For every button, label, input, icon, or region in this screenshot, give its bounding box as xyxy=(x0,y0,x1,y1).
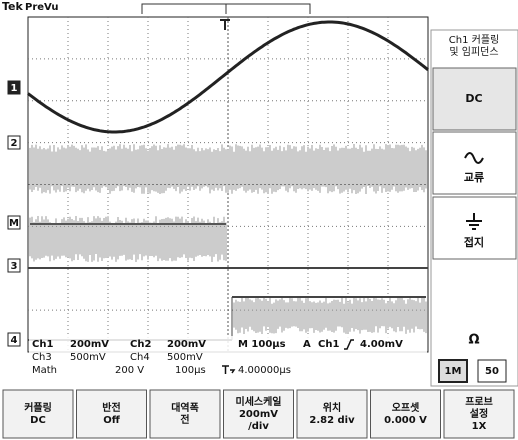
readout-text: Ch3 xyxy=(32,352,52,363)
readout-text: M 100µs xyxy=(238,339,286,350)
bottom-button-label: 반전 xyxy=(102,401,120,414)
side-button[interactable] xyxy=(433,132,516,194)
bottom-button[interactable] xyxy=(297,390,367,438)
bottom-button-label: 커플링 xyxy=(24,401,52,414)
side-menu-title: 및 임피던스 xyxy=(449,45,498,58)
bottom-button-label: 2.82 div xyxy=(309,415,355,426)
readout-text: 500mV xyxy=(167,352,203,363)
mode: PreVu xyxy=(25,2,59,13)
impedance-option-label: 1M xyxy=(445,366,462,377)
readout-text: Ch2 xyxy=(130,339,151,350)
readout-text: 200mV xyxy=(167,339,206,350)
readout: Ch1 200mV Ch2 200mV M 100µs A Ch1 4.00mV Ch3 500m… xyxy=(29,336,427,382)
readout-text: Ch1 xyxy=(318,339,339,350)
bottom-button-label: 대역폭 xyxy=(171,401,199,414)
side-button-label: DC xyxy=(465,92,482,105)
bottom-button-label: 미세스케일 xyxy=(236,395,282,408)
brand: Tek xyxy=(2,0,24,13)
bottom-button-label: 0.000 V xyxy=(384,415,427,426)
channel-marker: 1 xyxy=(11,83,18,94)
bottom-button-label: 프로브 xyxy=(465,396,493,408)
side-button-label: 교류 xyxy=(464,171,484,184)
bottom-button-label: DC xyxy=(30,415,46,426)
impedance-option-label: 50 xyxy=(485,366,499,377)
readout-text: Ch4 xyxy=(130,352,150,363)
readout-text: 100µs xyxy=(175,365,206,376)
bottom-button[interactable] xyxy=(150,390,220,438)
readout-text: 500mV xyxy=(70,352,106,363)
channel-marker: 2 xyxy=(11,138,18,149)
readout-text: Ch1 xyxy=(32,339,53,350)
side-button-label: 접지 xyxy=(464,235,484,249)
channel-marker: 4 xyxy=(11,335,18,346)
bottom-button[interactable] xyxy=(3,390,73,438)
channel-marker: 3 xyxy=(11,261,18,272)
bottom-button-label: 설정 xyxy=(470,407,488,420)
bottom-button-label: 오프셋 xyxy=(392,401,420,414)
channel-marker: M xyxy=(9,218,19,229)
readout-text: 4.00000µs xyxy=(238,365,291,376)
readout-text: 4.00mV xyxy=(360,339,403,350)
readout-text: 200mV xyxy=(70,339,109,350)
bottom-button-label: 전 xyxy=(180,413,189,426)
readout-text: A xyxy=(303,339,311,350)
bottom-button[interactable] xyxy=(371,390,441,438)
side-menu-title: Ch1 커플링 xyxy=(449,34,499,46)
bottom-button-label: /div xyxy=(248,421,269,432)
oscilloscope-screen: Tek PreVu 1 2 M 3 4 Ch1 200mV Ch2 200mV M 100µs A… xyxy=(0,0,518,440)
readout-text: Math xyxy=(32,365,57,376)
impedance-symbol: Ω xyxy=(468,333,479,348)
bottom-button-label: 200mV xyxy=(239,409,278,420)
bottom-button-label: 위치 xyxy=(323,401,341,414)
bottom-button-label: Off xyxy=(103,415,121,426)
readout-text: 200 V xyxy=(115,365,144,376)
bottom-button[interactable] xyxy=(77,390,147,438)
bottom-button-label: 1X xyxy=(472,421,487,432)
